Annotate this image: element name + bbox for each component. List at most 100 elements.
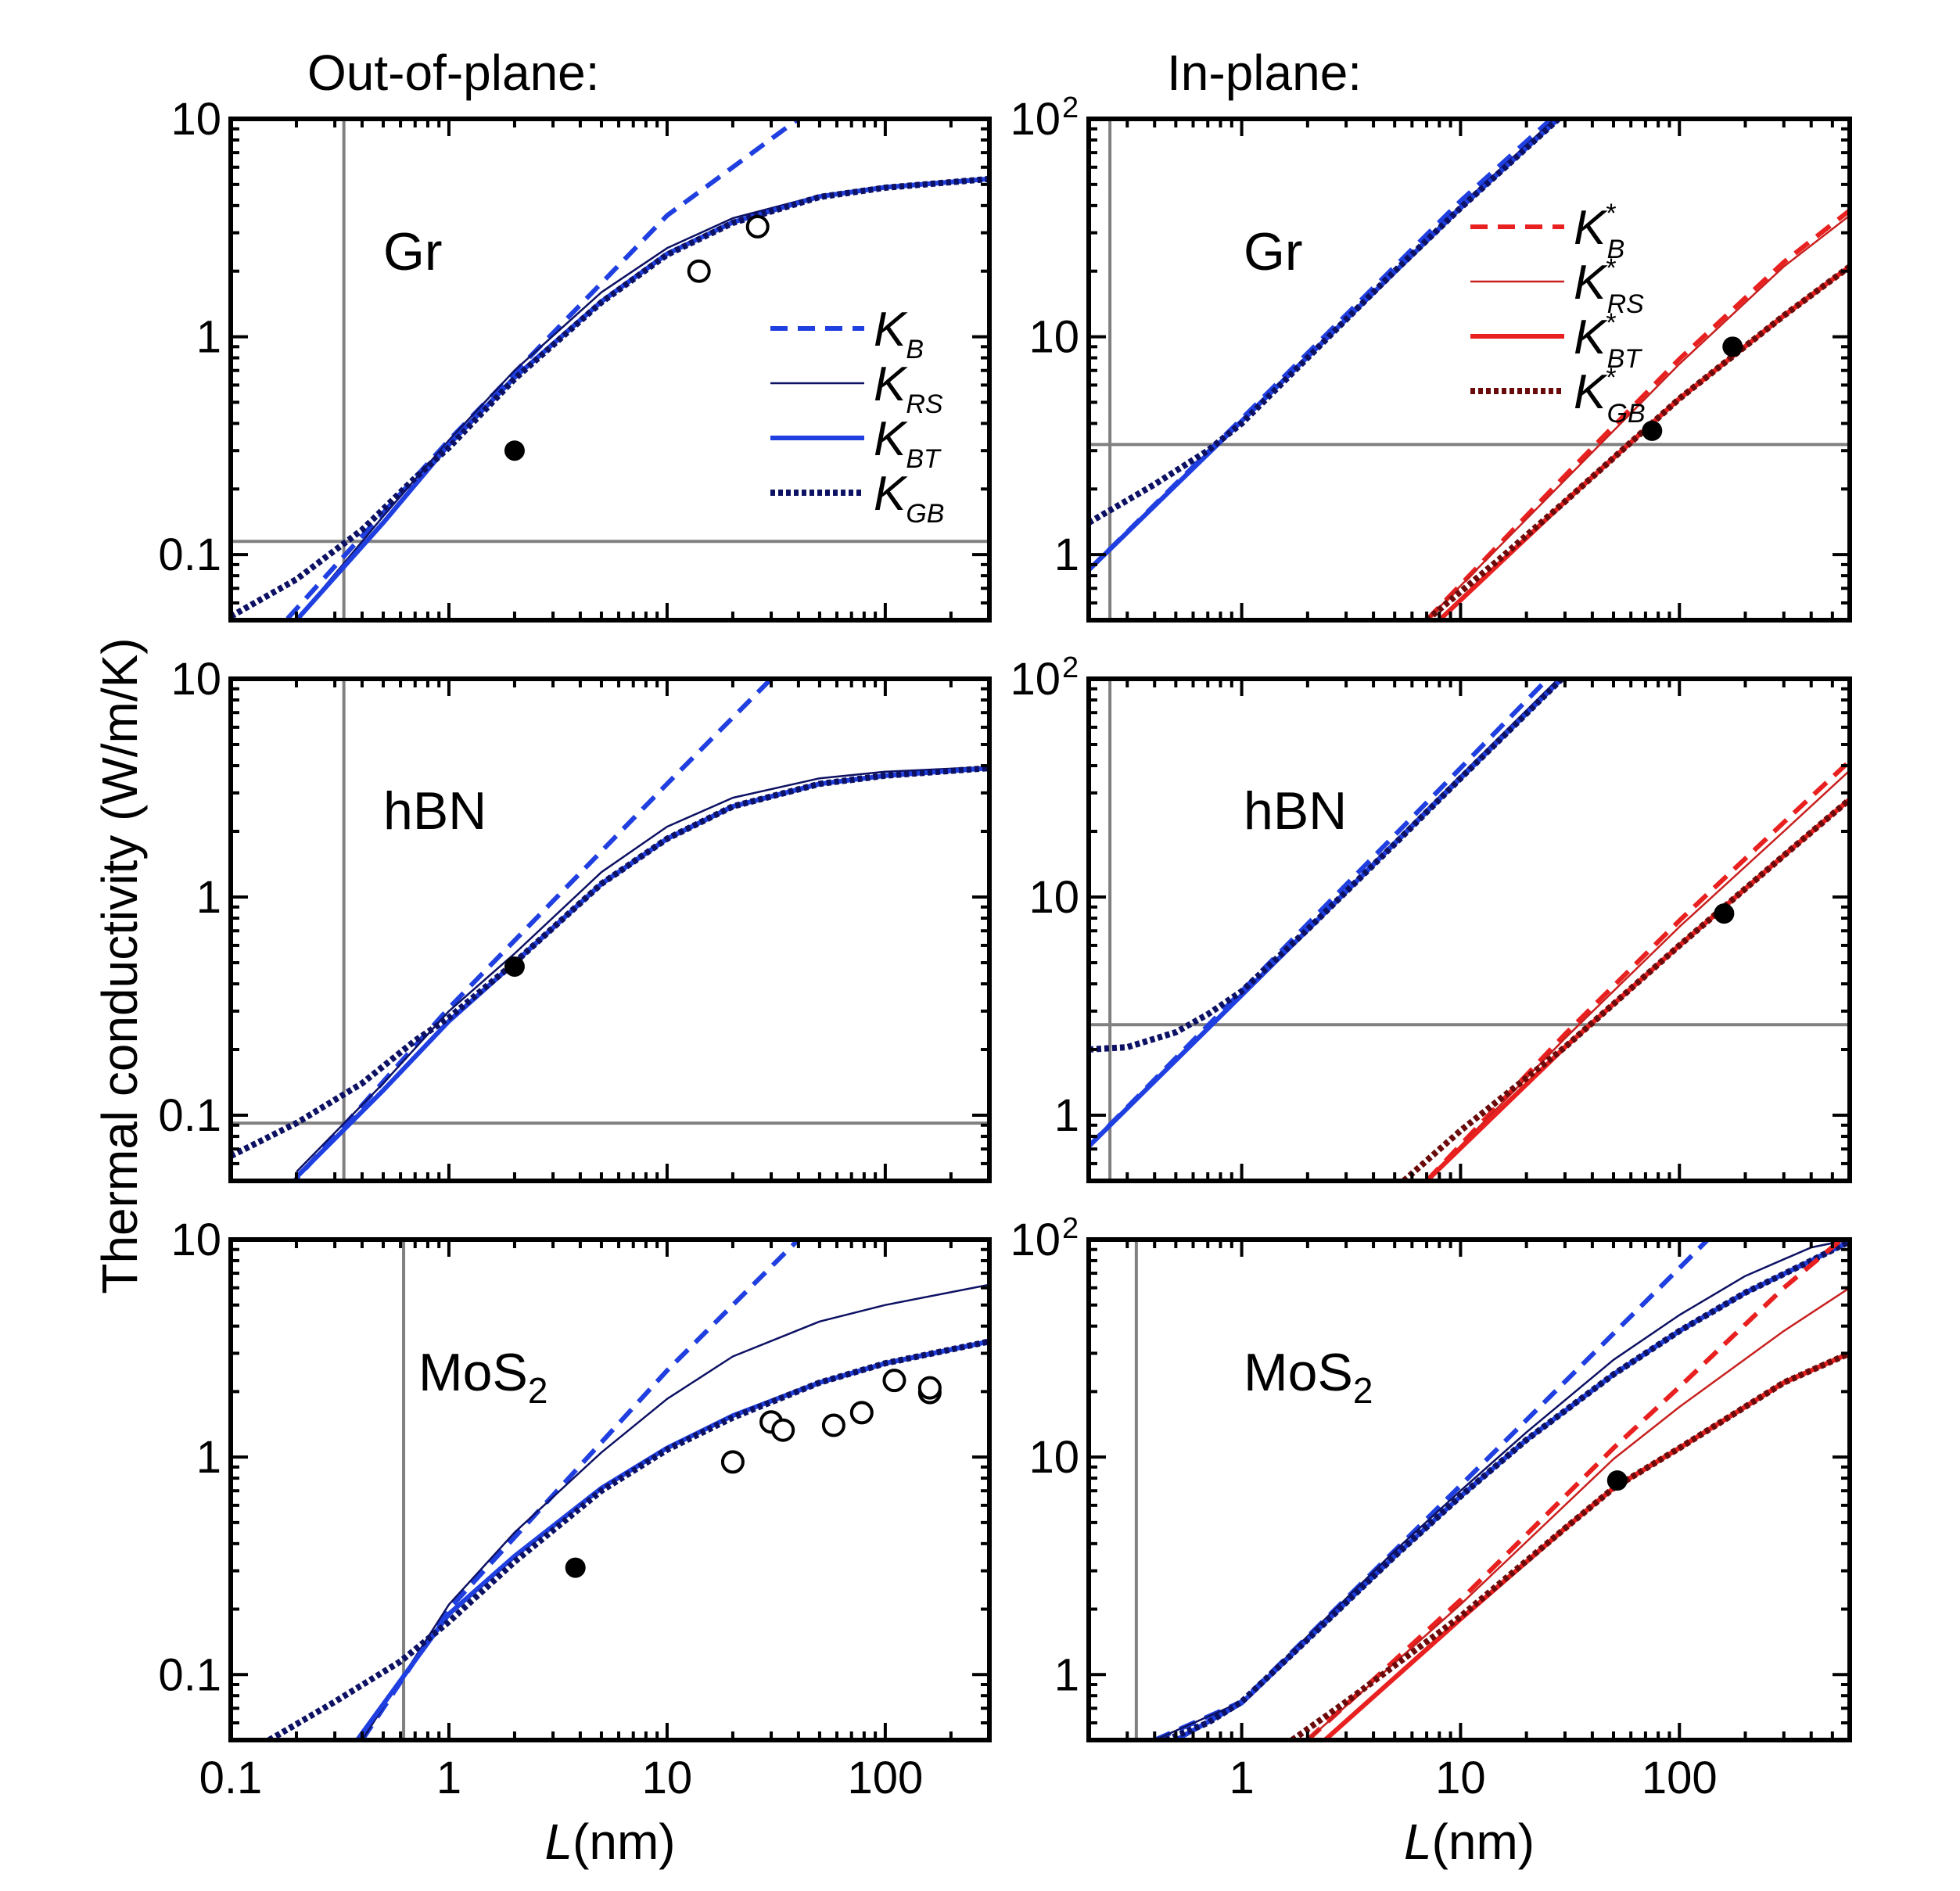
legend-label: KBT: [874, 412, 942, 474]
material-label: MoS2: [1244, 1343, 1373, 1411]
y-tick-label: 0.1: [158, 529, 221, 580]
plot-area: [1089, 679, 1850, 1181]
y-tick-label: 10: [171, 1215, 221, 1265]
axes-frame: [1086, 676, 1852, 1183]
series-KGB-star: [1290, 1350, 1850, 1740]
y-tick-label: 1: [196, 312, 221, 363]
x-axis-title: L(nm): [544, 1814, 675, 1870]
data-point-filled: [1722, 336, 1743, 357]
data-point-filled: [504, 440, 525, 461]
series-KGB: [1089, 679, 1564, 1053]
series-KRS-star: [1426, 214, 1850, 620]
data-point-filled: [504, 956, 525, 977]
plot-area: [231, 679, 989, 1181]
plot-area: [267, 1240, 989, 1740]
y-ticks: [1089, 677, 1850, 1182]
data-point-open: [849, 1401, 874, 1425]
y-tick-label: 10: [1010, 1215, 1061, 1265]
x-ticks: [229, 119, 991, 620]
series-KBT: [294, 176, 989, 620]
series-KB: [1153, 1240, 1710, 1740]
axes-frame: [228, 1237, 992, 1742]
series-KGB-star: [1424, 264, 1850, 620]
material-label: MoS2: [418, 1343, 547, 1411]
x-ticks: [1087, 679, 1851, 1181]
y-tick-label: 10: [1028, 1432, 1079, 1483]
plot-area: [1089, 119, 1850, 620]
y-tick-label-exponent: 2: [1062, 92, 1079, 124]
x-tick-label: 1: [436, 1753, 461, 1803]
series-KGB: [231, 765, 989, 1159]
y-tick-label: 1: [1054, 1649, 1079, 1700]
x-ticks: [229, 1240, 991, 1740]
y-tick-label: 1: [1054, 1090, 1079, 1141]
y-tick-label: 0.1: [158, 1649, 221, 1700]
y-tick-label-exponent: 2: [1062, 651, 1079, 684]
data-point-open: [821, 1413, 845, 1437]
x-tick-label: 10: [1435, 1753, 1486, 1803]
y-tick-label: 10: [171, 654, 221, 705]
legend-label: KB: [874, 303, 924, 364]
material-label: hBN: [1244, 781, 1347, 841]
series-KB: [291, 679, 774, 1181]
column-title-in-plane: In-plane:: [1167, 45, 1362, 101]
panel-hBN-out-plane: 0.1 1 10 hBN: [158, 654, 992, 1183]
material-label: Gr: [383, 222, 443, 282]
y-ticks: [231, 1238, 989, 1742]
legend-label: KGB: [874, 467, 944, 529]
series-KRS: [296, 766, 989, 1173]
data-point-filled: [1606, 1470, 1628, 1491]
legend-label: K* RS: [1574, 253, 1644, 319]
series-KGB: [1089, 119, 1561, 526]
data-point-open: [687, 259, 711, 283]
legend-label: K* BT: [1574, 308, 1642, 374]
series-KB-star: [1305, 1240, 1843, 1740]
series-KB: [282, 119, 800, 620]
material-label: hBN: [383, 781, 486, 841]
y-ticks: [231, 677, 989, 1182]
material-label: Gr: [1244, 222, 1303, 282]
data-point-open: [882, 1369, 906, 1393]
series-KB-star: [1424, 208, 1850, 620]
y-tick-label: 10: [1010, 654, 1061, 705]
panel-Gr-out-plane: 0.1 1 10 Gr: [158, 94, 992, 623]
y-ticks: [1089, 117, 1850, 622]
y-ticks: [1089, 1238, 1850, 1742]
x-tick-label: 0.1: [199, 1753, 263, 1803]
series-KGB: [231, 175, 989, 619]
y-tick-label-exponent: 2: [1062, 1212, 1079, 1245]
x-tick-label: 1: [1229, 1753, 1254, 1803]
series-KGB: [1165, 1240, 1850, 1740]
series-KRS: [361, 1283, 989, 1740]
data-point-open: [745, 214, 770, 239]
x-axis-title: L(nm): [1404, 1814, 1535, 1870]
y-tick-label: 10: [1028, 872, 1079, 923]
x-ticks: [229, 679, 991, 1181]
y-tick-label: 10: [1028, 312, 1079, 363]
y-axis-title: Thermal conductivity (W/m/K): [92, 637, 148, 1294]
legend-label: KRS: [874, 357, 943, 419]
series-KRS: [1154, 1240, 1850, 1740]
x-tick-label: 10: [642, 1753, 693, 1803]
series-KRS-star: [1306, 1286, 1850, 1740]
series-KGB: [267, 1338, 989, 1740]
y-tick-label: 1: [196, 1432, 221, 1483]
x-tick-label: 100: [1642, 1753, 1718, 1803]
column-title-out-of-plane: Out-of-plane:: [307, 45, 600, 101]
x-ticks: [1087, 1240, 1851, 1740]
y-tick-label: 0.1: [158, 1090, 221, 1141]
data-point-open: [917, 1376, 942, 1400]
plot-area: [1134, 1240, 1850, 1740]
series-KB: [1089, 119, 1553, 572]
series-KB: [360, 1240, 801, 1740]
y-tick-label: 1: [196, 872, 221, 923]
legend-label: K* B: [1574, 199, 1624, 264]
y-tick-label: 1: [1054, 529, 1079, 580]
x-tick-label: 100: [848, 1753, 924, 1803]
series-KB-star: [1424, 759, 1850, 1181]
